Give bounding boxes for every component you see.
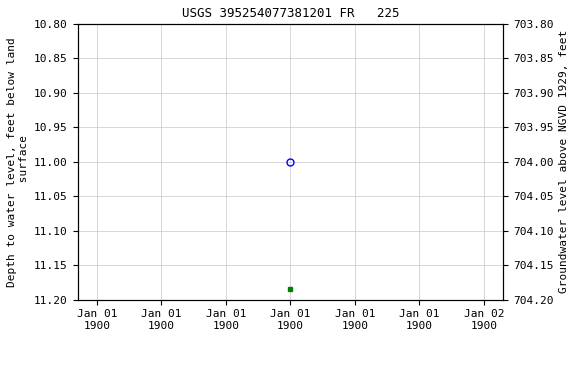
Title: USGS 395254077381201 FR   225: USGS 395254077381201 FR 225	[181, 7, 399, 20]
Legend: Period of approved data: Period of approved data	[203, 382, 377, 384]
Y-axis label: Groundwater level above NGVD 1929, feet: Groundwater level above NGVD 1929, feet	[559, 30, 569, 293]
Y-axis label: Depth to water level, feet below land
 surface: Depth to water level, feet below land su…	[7, 37, 29, 286]
